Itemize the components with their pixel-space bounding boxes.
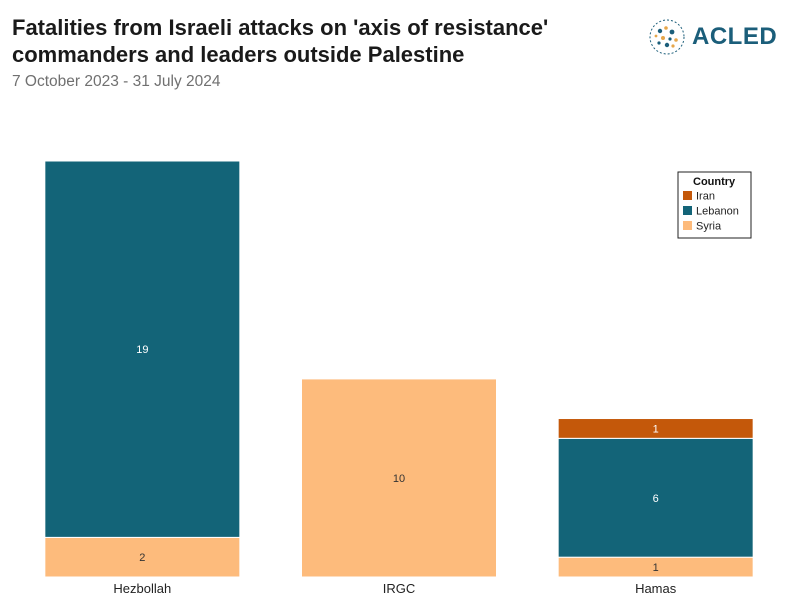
data-label-irgc-syria: 10 [393,473,405,485]
legend-swatch-iran [683,191,692,200]
bar-hamas-iran [557,418,754,439]
category-labels: Hezbollah IRGC Hamas [113,581,676,596]
globe-icon [649,19,685,55]
chart-subtitle: 7 October 2023 - 31 July 2024 [12,73,221,90]
data-label-hamas-syria: 1 [653,562,659,574]
legend-title: Country [693,176,736,188]
bar-hezbollah-syria [44,536,241,578]
bar-hezbollah-lebanon [44,160,241,538]
legend-swatch-syria [683,221,692,230]
data-label-hamas-iran: 1 [653,423,659,435]
category-label-hezbollah: Hezbollah [113,581,171,596]
category-label-hamas: Hamas [635,581,677,596]
acled-logo: ACLED [648,16,788,58]
bar-hamas-lebanon [557,437,754,558]
data-label-hezbollah-syria: 2 [139,552,145,564]
bar-irgc-syria [301,378,497,578]
data-label-hezbollah-lebanon: 19 [136,344,148,356]
legend: Country Iran Lebanon Syria [677,171,752,239]
legend-swatch-lebanon [683,206,692,215]
legend-label-syria: Syria [696,221,722,233]
category-label-irgc: IRGC [383,581,416,596]
chart-title: Fatalities from Israeli attacks on 'axis… [12,15,549,67]
bars-layer: 2 19 10 1 6 1 [44,160,754,578]
data-label-hamas-lebanon: 6 [653,493,659,505]
legend-label-lebanon: Lebanon [696,206,739,218]
legend-label-iran: Iran [696,191,715,203]
logo-text: ACLED [692,23,778,50]
